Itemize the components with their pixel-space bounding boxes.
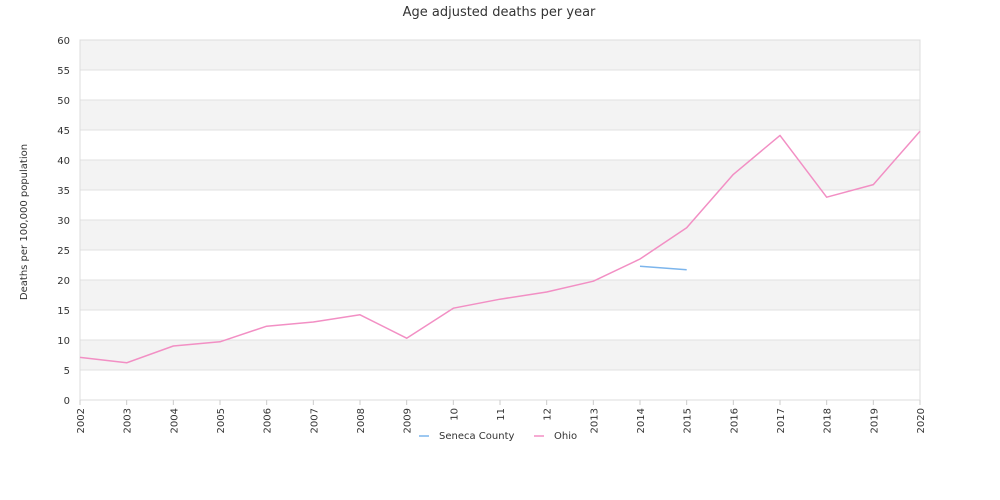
x-tick-label: 2015 — [683, 408, 694, 433]
grid-band — [80, 40, 920, 70]
data-point — [312, 321, 314, 323]
data-point — [452, 307, 454, 309]
data-point — [359, 314, 361, 316]
data-point — [499, 298, 501, 300]
x-tick-label: 2003 — [123, 408, 134, 433]
grid-band — [80, 250, 920, 280]
y-axis-label: Deaths per 100,000 population — [19, 144, 30, 300]
x-tick-label: 2017 — [776, 408, 787, 433]
legend-label: Ohio — [554, 431, 577, 442]
x-tick-label: 2004 — [169, 408, 180, 433]
x-tick-label: 2009 — [403, 408, 414, 433]
data-point — [686, 269, 688, 271]
y-tick-label: 30 — [57, 216, 70, 227]
y-tick-label: 60 — [57, 36, 70, 47]
legend[interactable]: Seneca County Ohio — [419, 431, 577, 442]
y-axis: 0 5 10 15 20 25 30 35 40 45 50 55 60 — [57, 36, 70, 407]
grid-band — [80, 190, 920, 220]
data-point — [639, 265, 641, 267]
grid-bands — [80, 40, 920, 400]
y-tick-label: 35 — [57, 186, 70, 197]
x-tick-label: 2013 — [589, 408, 600, 433]
chart-title: Age adjusted deaths per year — [403, 5, 596, 20]
y-tick-label: 0 — [64, 396, 70, 407]
data-point — [919, 130, 921, 132]
grid-band — [80, 100, 920, 130]
grid-band — [80, 310, 920, 340]
y-tick-label: 25 — [57, 246, 70, 257]
grid-band — [80, 280, 920, 310]
x-tick-label: 2018 — [823, 408, 834, 433]
series-line-seneca-county — [639, 265, 687, 271]
data-point — [406, 337, 408, 339]
data-point — [592, 280, 594, 282]
x-tick-label: 2014 — [636, 408, 647, 433]
x-axis: 2002 2003 2004 2005 2006 2007 2008 2009 10 11 12 20… — [76, 400, 927, 433]
data-point — [872, 184, 874, 186]
y-tick-label: 5 — [64, 366, 70, 377]
y-tick-label: 10 — [57, 336, 70, 347]
grid-band — [80, 340, 920, 370]
legend-item-ohio[interactable]: Ohio — [534, 431, 577, 442]
data-point — [172, 345, 174, 347]
x-tick-label: 2019 — [869, 408, 880, 433]
y-tick-label: 50 — [57, 96, 70, 107]
x-tick-label: 2005 — [216, 408, 227, 433]
data-point — [79, 356, 81, 358]
series-line-ohio — [79, 130, 921, 364]
y-tick-label: 15 — [57, 306, 70, 317]
data-point — [732, 173, 734, 175]
data-point — [779, 134, 781, 136]
data-point — [546, 291, 548, 293]
x-tick-label: 2008 — [356, 408, 367, 433]
grid-band — [80, 70, 920, 100]
x-tick-label: 2016 — [729, 408, 740, 433]
x-tick-label: 11 — [496, 408, 507, 421]
x-tick-label: 2020 — [916, 408, 927, 433]
grid-band — [80, 220, 920, 250]
grid-band — [80, 160, 920, 190]
data-point — [126, 362, 128, 364]
x-tick-label: 10 — [449, 408, 460, 421]
data-point — [826, 196, 828, 198]
y-tick-label: 55 — [57, 66, 70, 77]
y-tick-label: 45 — [57, 126, 70, 137]
legend-item-seneca-county[interactable]: Seneca County — [419, 431, 514, 442]
x-tick-label: 12 — [543, 408, 554, 421]
y-tick-label: 20 — [57, 276, 70, 287]
grid-band — [80, 130, 920, 160]
data-point — [219, 341, 221, 343]
grid-band — [80, 370, 920, 400]
series-lines — [79, 130, 921, 364]
data-point — [686, 227, 688, 229]
y-tick-label: 40 — [57, 156, 70, 167]
x-tick-label: 2007 — [309, 408, 320, 433]
legend-label: Seneca County — [439, 431, 514, 442]
data-point — [639, 258, 641, 260]
x-tick-label: 2006 — [263, 408, 274, 433]
x-tick-label: 2002 — [76, 408, 87, 433]
data-point — [266, 325, 268, 327]
